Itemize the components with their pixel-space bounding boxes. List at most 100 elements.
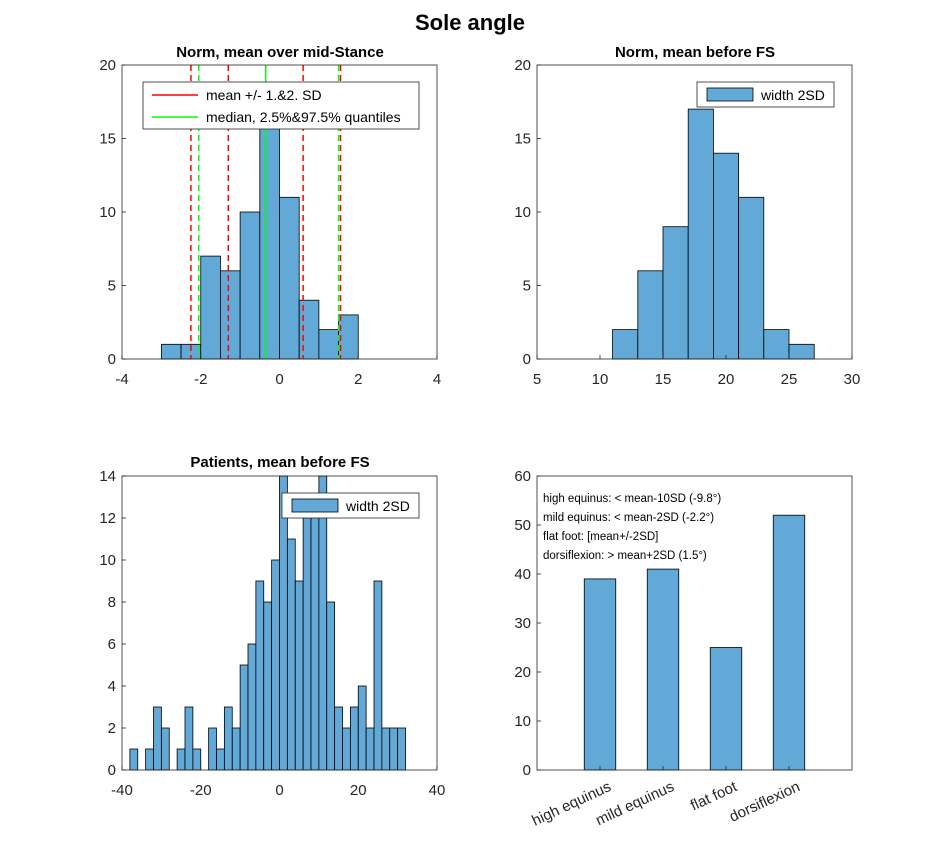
y-tick-label: 6 (108, 636, 116, 653)
panel-title: Norm, mean over mid-Stance (176, 44, 384, 61)
histogram-bar (287, 539, 295, 770)
histogram-bar (154, 707, 162, 770)
histogram-bar (201, 256, 221, 359)
x-tick-label: 20 (350, 782, 367, 799)
x-tick-label: 4 (433, 371, 441, 388)
x-tick-label: 15 (655, 371, 672, 388)
category-bar (773, 515, 805, 770)
legend-label: width 2SD (345, 498, 410, 514)
annotation-flat-foot: flat foot: [mean+/-2SD] (543, 531, 658, 543)
histogram-bar (209, 728, 217, 770)
histogram-bar (358, 686, 366, 770)
histogram-bar (713, 153, 738, 359)
legend: width 2SD (697, 82, 834, 107)
histogram-bar (327, 602, 335, 770)
histogram-bar (295, 581, 303, 770)
annotation-dorsiflexion: dorsiflexion: > mean+2SD (1.5°) (543, 550, 707, 562)
y-tick-label: 0 (108, 351, 116, 368)
y-tick-label: 10 (514, 204, 531, 221)
x-tick-label: 40 (429, 782, 446, 799)
histogram-bar (739, 197, 764, 359)
histogram-bar (663, 227, 688, 359)
x-category-label: dorsiflexion (727, 778, 803, 825)
category-bar (710, 648, 742, 771)
panel-norm-mid-stance: Norm, mean over mid-Stance 0 5 10 15 20 -4 -2 0… (99, 44, 441, 388)
histogram-bar (146, 749, 154, 770)
histogram-bar (339, 315, 359, 359)
y-tick-label: 0 (523, 762, 531, 779)
x-tick-label: 10 (592, 371, 609, 388)
histogram-bar (177, 749, 185, 770)
histogram-bar (272, 560, 280, 770)
histogram-bar (240, 212, 260, 359)
histogram-bar (185, 707, 193, 770)
histogram-bar (764, 330, 789, 359)
histogram-bar (220, 271, 240, 359)
histogram-bar (638, 271, 663, 359)
y-tick-label: 40 (514, 566, 531, 583)
legend-label-sd: mean +/- 1.&2. SD (206, 87, 322, 103)
legend-swatch (707, 88, 753, 101)
x-tick-label: -4 (115, 371, 128, 388)
y-tick-label: 8 (108, 594, 116, 611)
legend-label-quantile: median, 2.5%&97.5% quantiles (206, 109, 401, 125)
x-tick-label: 25 (781, 371, 798, 388)
y-tick-label: 0 (523, 351, 531, 368)
y-tick-label: 15 (99, 131, 116, 148)
y-tick-label: 60 (514, 468, 531, 485)
histogram-bar (280, 197, 300, 359)
histogram-bar (613, 330, 638, 359)
legend-label: width 2SD (760, 87, 825, 103)
histogram-bar (366, 728, 374, 770)
x-tick-label: -20 (190, 782, 212, 799)
x-tick-label: 20 (718, 371, 735, 388)
histogram-bar (264, 602, 272, 770)
figure-title: Sole angle (415, 10, 525, 35)
histogram-bar (789, 344, 814, 359)
legend: width 2SD (282, 493, 419, 518)
y-tick-label: 10 (99, 204, 116, 221)
histogram-bar (311, 497, 319, 770)
annotation-high-equinus: high equinus: < mean-10SD (-9.8°) (543, 493, 721, 505)
x-tick-label: 0 (275, 371, 283, 388)
histogram-bar (260, 124, 280, 359)
histogram-bar (319, 476, 327, 770)
histogram-bar (398, 728, 406, 770)
histogram-bar (161, 344, 181, 359)
histogram-bar (130, 749, 138, 770)
category-bar (584, 579, 616, 770)
y-tick-label: 5 (523, 278, 531, 295)
histogram-bar (343, 728, 351, 770)
annotation-block: high equinus: < mean-10SD (-9.8°) mild e… (543, 493, 721, 562)
histogram-bar (688, 109, 713, 359)
panel-title: Patients, mean before FS (190, 454, 369, 471)
y-tick-label: 4 (108, 678, 116, 695)
y-tick-label: 15 (514, 131, 531, 148)
x-tick-label: 2 (354, 371, 362, 388)
y-tick-label: 20 (514, 57, 531, 74)
panel-classification: 0102030405060high equinusmild equinus fla… (514, 468, 852, 830)
legend-swatch (292, 499, 338, 512)
histogram-bar (390, 728, 398, 770)
histogram-bar (224, 707, 232, 770)
histogram-bar (161, 728, 169, 770)
histogram-bar (193, 749, 201, 770)
y-tick-label: 30 (514, 615, 531, 632)
legend: mean +/- 1.&2. SD median, 2.5%&97.5% qua… (143, 82, 419, 129)
y-tick-label: 20 (99, 57, 116, 74)
y-tick-label: 5 (108, 278, 116, 295)
histogram-bar (303, 518, 311, 770)
histogram-bar (374, 581, 382, 770)
x-tick-label: 30 (844, 371, 861, 388)
y-tick-label: 50 (514, 517, 531, 534)
histogram-bar (299, 300, 319, 359)
histogram-bar (256, 581, 264, 770)
histogram-bar (240, 665, 248, 770)
category-bar (647, 569, 679, 770)
histogram-bar (217, 749, 225, 770)
y-tick-label: 0 (108, 762, 116, 779)
x-tick-label: 0 (275, 782, 283, 799)
x-tick-label: 5 (533, 371, 541, 388)
